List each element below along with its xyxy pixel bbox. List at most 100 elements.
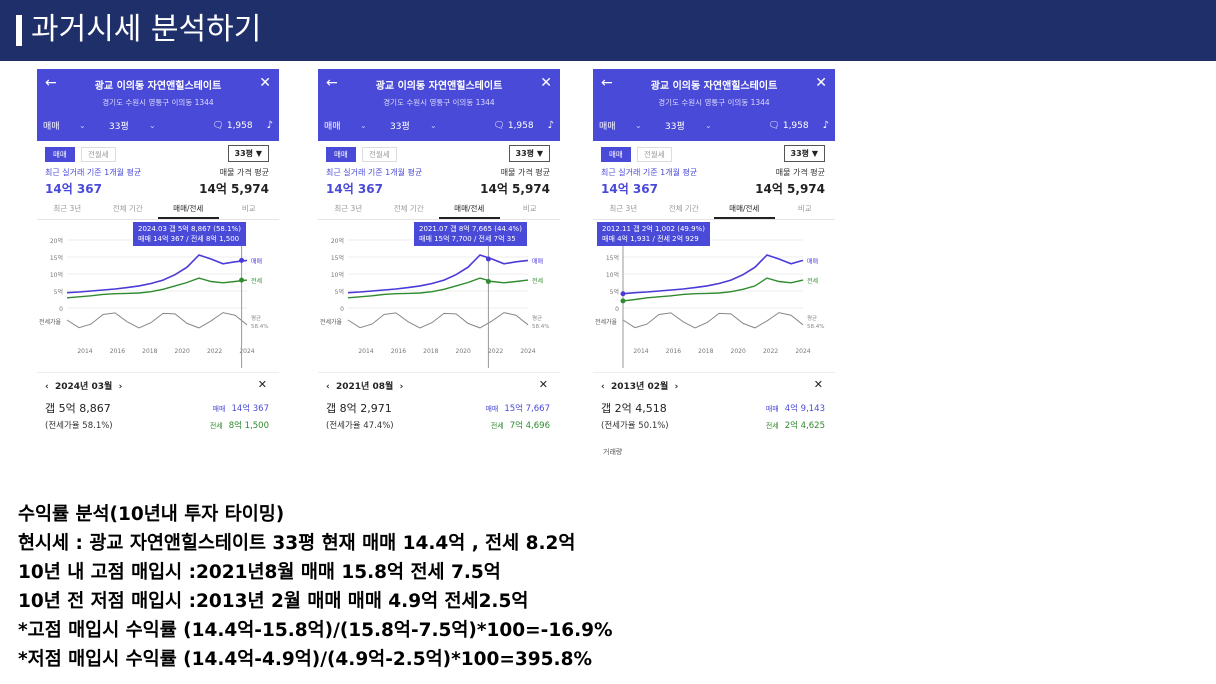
chevron-left-icon[interactable]: ‹ xyxy=(45,382,49,392)
bell-icon[interactable]: ♪ xyxy=(822,120,829,131)
chevron-left-icon[interactable]: ‹ xyxy=(326,382,330,392)
month-nav[interactable]: ‹ 2013년 02월 › xyxy=(601,379,678,392)
jeonse-price-row: 전세 2억 4,625 xyxy=(766,419,825,431)
period-tab[interactable]: 전체 기간 xyxy=(668,204,699,213)
period-tab[interactable]: 전체 기간 xyxy=(393,204,424,213)
avg-value: 58.4% xyxy=(251,324,268,330)
ratio-series-line xyxy=(622,312,804,329)
tab-sale[interactable]: 매매 xyxy=(45,147,75,162)
listing-price-value: 14억 5,974 xyxy=(480,182,550,196)
period-tab[interactable]: 최근 3년 xyxy=(609,204,638,213)
filter-row: 매매 ⌄ 33평 ⌄ 🗨 1,958 ♪ xyxy=(324,119,554,132)
area-select[interactable]: 33평 xyxy=(665,122,685,132)
price-chart[interactable]: 20억15억10억5억0201420162018202020222024매매전세… xyxy=(593,220,835,368)
period-tab[interactable]: 매매/전세 xyxy=(714,201,775,219)
chevron-down-icon[interactable]: ⌄ xyxy=(430,121,437,130)
chart-svg: 20억15억10억5억0201420162018202020222024매매전세… xyxy=(595,237,824,368)
deal-type-select[interactable]: 매매 xyxy=(43,122,60,132)
period-tab[interactable]: 비교 xyxy=(241,204,256,213)
area-select[interactable]: 33평 xyxy=(109,122,129,132)
y-tick-label: 15억 xyxy=(331,254,344,262)
close-icon[interactable]: ✕ xyxy=(257,378,267,391)
caret-down-icon: ▼ xyxy=(536,149,543,158)
close-icon[interactable]: ✕ xyxy=(815,75,827,91)
x-tick-label: 2016 xyxy=(391,348,406,355)
detail-panel: ‹ 2013년 02월 › ✕ 갭 2억 4,518 (전세가율 50.1%) … xyxy=(593,372,835,443)
ratio-series-line xyxy=(66,312,248,329)
bell-icon[interactable]: ♪ xyxy=(266,120,273,131)
period-tab[interactable]: 비교 xyxy=(522,204,537,213)
analysis-line: *고점 매입시 수익률 (14.4억-15.8억)/(15.8억-7.5억)*1… xyxy=(18,620,613,641)
title-accent-bar xyxy=(16,15,22,46)
period-tab[interactable]: 매매/전세 xyxy=(158,201,219,219)
jeonse-ratio: (전세가율 47.4%) xyxy=(326,421,394,431)
jeonse-series-label: 전세 xyxy=(532,277,543,285)
comment-icon: 🗨 xyxy=(493,120,505,131)
period-tab[interactable]: 전체 기간 xyxy=(112,204,143,213)
x-tick-label: 2020 xyxy=(731,348,746,355)
tab-sale[interactable]: 매매 xyxy=(601,147,631,162)
period-tab[interactable]: 매매/전세 xyxy=(439,201,500,219)
caret-down-icon: ▼ xyxy=(255,149,262,158)
deal-type-select[interactable]: 매매 xyxy=(324,122,341,132)
period-tab[interactable]: 비교 xyxy=(797,204,812,213)
app-header: ← 광교 이의동 자연앤힐스테이트 ✕ 경기도 수원시 영통구 이의동 1344… xyxy=(37,69,279,141)
chevron-right-icon[interactable]: › xyxy=(399,382,404,392)
area-select[interactable]: 33평 xyxy=(390,122,410,132)
close-icon[interactable]: ✕ xyxy=(538,378,548,391)
x-tick-label: 2024 xyxy=(795,348,810,355)
area-dropdown[interactable]: 33평 ▼ xyxy=(783,145,825,162)
price-summary: 최근 실거래 기준 1개월 평균 14억 367 매물 가격 평균 14억 5,… xyxy=(318,167,560,201)
tab-jeonse[interactable]: 전월세 xyxy=(362,147,397,162)
tab-jeonse[interactable]: 전월세 xyxy=(637,147,672,162)
chevron-down-icon[interactable]: ⌄ xyxy=(635,121,642,130)
jeonse-series-line xyxy=(66,277,248,299)
sale-value: 15억 7,667 xyxy=(504,404,550,414)
close-icon[interactable]: ✕ xyxy=(259,75,271,91)
chevron-down-icon[interactable]: ⌄ xyxy=(149,121,156,130)
comment-count-value: 1,958 xyxy=(507,120,534,131)
recent-price-value: 14억 367 xyxy=(601,182,658,196)
area-dropdown-value: 33평 xyxy=(790,149,810,158)
comment-count[interactable]: 🗨 1,958 xyxy=(735,121,823,131)
chevron-left-icon[interactable]: ‹ xyxy=(601,382,605,392)
bell-icon[interactable]: ♪ xyxy=(547,120,554,131)
detail-month: 2021년 08월 xyxy=(336,382,394,392)
area-dropdown[interactable]: 33평 ▼ xyxy=(508,145,550,162)
sale-marker-point xyxy=(620,291,626,297)
chevron-down-icon[interactable]: ⌄ xyxy=(79,121,86,130)
analysis-line: 10년 전 저점 매입시 :2013년 2월 매매 매매 4.9억 전세2.5억 xyxy=(18,591,529,612)
period-tab[interactable]: 최근 3년 xyxy=(334,204,363,213)
app-screenshot: ← 광교 이의동 자연앤힐스테이트 ✕ 경기도 수원시 영통구 이의동 1344… xyxy=(318,69,560,431)
app-header: ← 광교 이의동 자연앤힐스테이트 ✕ 경기도 수원시 영통구 이의동 1344… xyxy=(593,69,835,141)
month-nav[interactable]: ‹ 2024년 03월 › xyxy=(45,379,122,392)
chevron-right-icon[interactable]: › xyxy=(118,382,123,392)
area-dropdown[interactable]: 33평 ▼ xyxy=(227,145,269,162)
chevron-down-icon[interactable]: ⌄ xyxy=(705,121,712,130)
back-arrow-icon[interactable]: ← xyxy=(601,75,613,91)
chevron-right-icon[interactable]: › xyxy=(674,382,679,392)
deal-type-select[interactable]: 매매 xyxy=(599,122,616,132)
comment-count[interactable]: 🗨 1,958 xyxy=(460,121,548,131)
close-icon[interactable]: ✕ xyxy=(540,75,552,91)
x-tick-label: 2014 xyxy=(358,348,373,355)
back-arrow-icon[interactable]: ← xyxy=(45,75,57,91)
ratio-axis-label: 전세가율 xyxy=(595,318,618,326)
tab-sale[interactable]: 매매 xyxy=(326,147,356,162)
period-tab[interactable]: 최근 3년 xyxy=(53,204,82,213)
y-tick-label: 20억 xyxy=(331,237,344,245)
close-icon[interactable]: ✕ xyxy=(813,378,823,391)
chevron-down-icon[interactable]: ⌄ xyxy=(360,121,367,130)
comment-count[interactable]: 🗨 1,958 xyxy=(179,121,267,131)
tab-jeonse[interactable]: 전월세 xyxy=(81,147,116,162)
jeonse-value: 7억 4,696 xyxy=(509,421,550,431)
avg-label: 평균 xyxy=(807,315,817,322)
month-nav[interactable]: ‹ 2021년 08월 › xyxy=(326,379,403,392)
sale-series-line xyxy=(66,254,248,294)
back-arrow-icon[interactable]: ← xyxy=(326,75,338,91)
tooltip-line: 2024.03 갭 5억 8,867 (58.1%) xyxy=(138,225,241,233)
tooltip-line: 매매 15억 7,700 / 전세 7억 35 xyxy=(419,235,516,243)
recent-price-label: 최근 실거래 기준 1개월 평균 xyxy=(601,168,698,177)
